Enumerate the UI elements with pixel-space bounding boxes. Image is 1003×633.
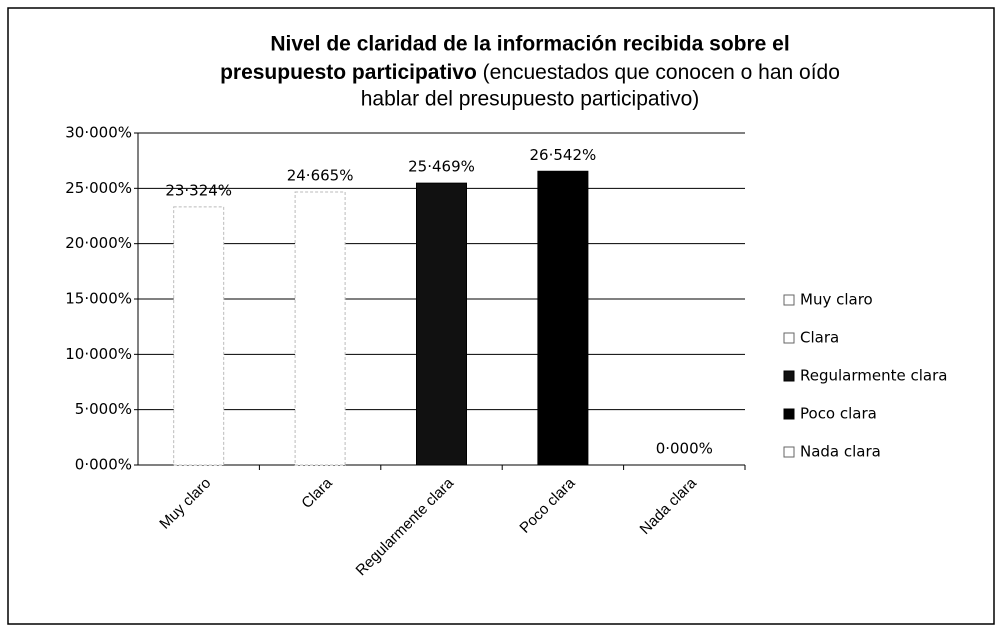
y-tick-label: 25·000% — [65, 179, 132, 197]
chart-title: Nivel de claridad de la información reci… — [270, 33, 789, 56]
chart-subtitle: (encuestados que conocen o han oído — [483, 61, 840, 84]
legend-swatch — [783, 446, 795, 458]
chart-frame — [7, 7, 995, 625]
y-tick-label: 20·000% — [65, 234, 132, 252]
y-tick-label: 30·000% — [65, 124, 132, 142]
legend-label: Clara — [800, 329, 839, 347]
chart-title: presupuesto participativo — [220, 61, 477, 84]
y-tick-label: 15·000% — [65, 290, 132, 308]
legend-label: Nada clara — [800, 443, 881, 461]
legend-swatch — [783, 294, 795, 306]
y-tick-label: 10·000% — [65, 345, 132, 363]
value-label: 26·542% — [530, 146, 597, 164]
legend-label: Regularmente clara — [800, 367, 947, 385]
chart-title-line: presupuesto participativo (encuestados q… — [220, 61, 840, 84]
value-label: 25·469% — [408, 158, 475, 176]
legend-label: Poco clara — [800, 405, 877, 423]
value-label: 23·324% — [165, 181, 232, 199]
bar — [537, 170, 589, 466]
legend-swatch — [783, 408, 795, 420]
legend-swatch — [783, 370, 795, 382]
bar — [294, 191, 346, 466]
y-tick-label: 5·000% — [75, 400, 132, 418]
bar — [173, 206, 225, 466]
value-label: 0·000% — [656, 440, 713, 458]
value-label: 24·665% — [287, 167, 354, 185]
y-tick-label: 0·000% — [75, 456, 132, 474]
chart-subtitle: hablar del presupuesto participativo) — [361, 88, 700, 111]
legend-swatch — [783, 332, 795, 344]
bar — [416, 182, 467, 466]
legend-label: Muy claro — [800, 291, 873, 309]
